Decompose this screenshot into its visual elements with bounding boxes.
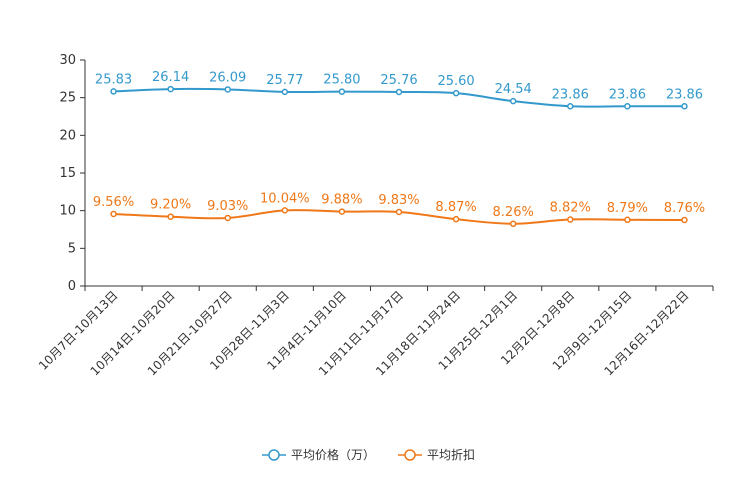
data-label: 8.82% <box>550 201 591 216</box>
y-tick-label: 30 <box>59 53 76 68</box>
data-label: 24.54 <box>495 82 532 97</box>
data-point[interactable] <box>509 220 517 228</box>
data-point[interactable] <box>395 208 403 216</box>
data-point[interactable] <box>338 208 346 215</box>
data-label: 26.14 <box>152 70 189 85</box>
data-label: 8.26% <box>493 205 534 220</box>
data-label: 9.56% <box>93 195 134 210</box>
y-tick-label: 5 <box>68 241 76 256</box>
data-point[interactable] <box>224 214 231 222</box>
data-label: 10.04% <box>260 191 310 206</box>
legend[interactable]: 平均价格（万） 平均折扣 <box>262 447 475 462</box>
data-point[interactable] <box>167 85 174 93</box>
data-point[interactable] <box>110 210 117 218</box>
legend-marker-icon <box>268 449 280 461</box>
data-label: 25.80 <box>323 73 360 88</box>
series-0: 25.83 26.14 26.09 25.77 25.80 25.76 25.60 24.54… <box>95 70 703 110</box>
data-point[interactable] <box>624 103 631 110</box>
data-label: 9.88% <box>321 193 362 208</box>
data-point[interactable] <box>338 88 346 95</box>
data-point[interactable] <box>509 97 517 105</box>
data-label: 9.83% <box>378 193 419 208</box>
y-tick-label: 15 <box>59 166 76 181</box>
y-tick-label: 25 <box>59 91 76 106</box>
legend-item-1[interactable]: 平均折扣 <box>398 447 475 462</box>
y-tick-label: 0 <box>68 279 76 294</box>
y-tick-label: 20 <box>59 128 76 143</box>
data-point[interactable] <box>681 103 688 110</box>
series-1: 9.56% 9.20% 9.03% 10.04% 9.88% 9.83% 8.87% 8.26… <box>93 191 705 228</box>
data-point[interactable] <box>281 88 289 96</box>
data-label: 8.76% <box>664 201 705 216</box>
data-label: 25.83 <box>95 72 132 87</box>
data-point[interactable] <box>624 216 631 224</box>
series-layer: 25.83 26.14 26.09 25.77 25.80 25.76 25.60 24.54… <box>93 70 705 228</box>
data-point[interactable] <box>281 207 289 214</box>
data-label: 9.03% <box>207 199 248 214</box>
data-point[interactable] <box>567 216 574 223</box>
data-label: 26.09 <box>209 70 246 85</box>
data-label: 25.60 <box>437 74 474 89</box>
data-point[interactable] <box>110 88 117 95</box>
data-point[interactable] <box>224 86 231 93</box>
data-label: 8.87% <box>435 200 476 215</box>
legend-label: 平均价格（万） <box>291 447 375 462</box>
data-label: 23.86 <box>666 87 703 102</box>
data-point[interactable] <box>167 213 174 220</box>
legend-item-0[interactable]: 平均价格（万） <box>262 447 375 462</box>
y-tick-label: 10 <box>59 204 76 219</box>
data-point[interactable] <box>681 216 688 224</box>
data-point[interactable] <box>567 103 574 110</box>
data-point[interactable] <box>395 88 403 96</box>
data-label: 8.79% <box>607 201 648 216</box>
legend-label: 平均折扣 <box>427 447 475 462</box>
legend-marker-icon <box>404 449 416 461</box>
data-label: 25.77 <box>266 73 303 88</box>
data-point[interactable] <box>452 89 460 97</box>
data-label: 25.76 <box>380 73 417 88</box>
data-label: 23.86 <box>609 87 646 102</box>
data-label: 9.20% <box>150 198 191 213</box>
data-point[interactable] <box>452 215 460 223</box>
data-label: 23.86 <box>552 87 589 102</box>
